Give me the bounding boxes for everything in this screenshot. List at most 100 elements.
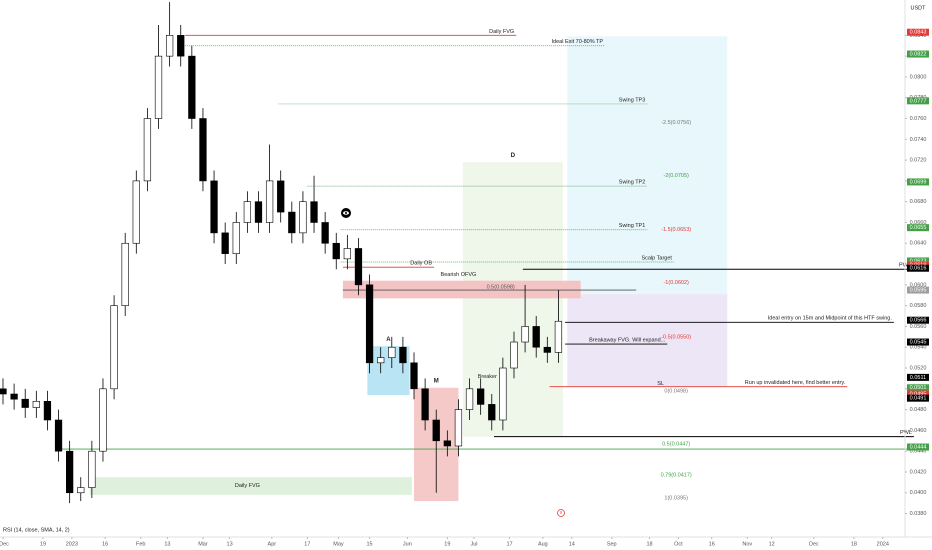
candle-body <box>465 388 474 410</box>
y-tick-label: 0.0560 <box>910 324 927 330</box>
indicator-label: RSI (14, close, SMA, 14, 2) <box>3 527 70 533</box>
x-tick-label: 2024 <box>877 541 889 547</box>
price-tag-label: 0.0843 <box>910 30 927 36</box>
y-tick-label: 0.0800 <box>910 74 927 80</box>
candle-body <box>310 201 318 223</box>
candle-body <box>43 400 52 421</box>
y-tick-label: 0.0680 <box>910 199 927 205</box>
price-tag <box>907 384 929 392</box>
x-tick-label: Apr <box>268 541 277 547</box>
x-tick-label: 19 <box>444 541 450 547</box>
price-tag-label: 0.0822 <box>910 52 927 58</box>
price-tag <box>907 390 929 398</box>
y-tick-label: 0.0400 <box>910 490 927 496</box>
price-tag-label: 0.0491 <box>910 396 927 402</box>
price-tag <box>907 50 929 58</box>
x-tick-label: Aug <box>538 541 548 547</box>
x-tick-label: 2023 <box>66 541 78 547</box>
candle-body <box>132 180 140 244</box>
candle-body <box>543 346 551 353</box>
price-tag <box>907 316 929 324</box>
fib-label: -2.5(0.0756) <box>661 120 691 126</box>
y-tick-label: 0.0540 <box>910 345 927 351</box>
price-tag <box>907 97 929 105</box>
y-tick-label: 0.0740 <box>910 137 927 143</box>
x-tick-label: 18 <box>851 541 857 547</box>
y-tick-label: 0.0440 <box>910 449 927 455</box>
candle-body <box>199 118 207 182</box>
fib-label: -1.5(0.0653) <box>661 227 691 233</box>
candle-body <box>0 388 7 395</box>
candle-body <box>388 346 396 358</box>
y-tick-label: 0.0720 <box>910 158 927 164</box>
fib-label: 0.5(0.0598) <box>487 284 515 290</box>
x-tick-label: Feb <box>136 541 145 547</box>
x-tick-label: Oct <box>674 541 683 547</box>
price-tag-label: 0.0511 <box>910 375 926 381</box>
levels <box>58 34 914 450</box>
level-label: Swing TP2 <box>619 180 646 186</box>
price-tag-label: 0.0616 <box>910 266 927 272</box>
x-tick-label: 18 <box>646 541 652 547</box>
y-tick-label: 0.0660 <box>910 220 927 226</box>
fib-label: 1(0.0395) <box>664 495 688 501</box>
candle-body <box>499 367 507 421</box>
candle-body <box>488 404 496 421</box>
level-label: Ideal Exit 70-80% TP <box>551 39 603 45</box>
candle-body <box>143 118 152 182</box>
candle-body <box>377 357 385 364</box>
candle-body <box>410 362 418 390</box>
candle-body <box>554 320 563 353</box>
candle-body <box>32 400 40 408</box>
annotation: Daily FVG <box>235 483 260 489</box>
zone-label: A <box>386 337 391 343</box>
price-tag-label: 0.0777 <box>910 98 927 104</box>
candle-body <box>265 180 274 223</box>
y-tick-label: 0.0420 <box>910 469 927 475</box>
candle-body <box>454 409 463 447</box>
candle-body <box>321 222 329 244</box>
candle-body <box>232 222 240 254</box>
alert-icon[interactable] <box>557 509 565 517</box>
candle-body <box>510 341 518 369</box>
price-tag-label: 0.0444 <box>910 444 927 450</box>
annotation: Breaker <box>478 374 497 380</box>
x-tick-label: Nov <box>742 541 752 547</box>
currency: USDT <box>911 5 927 11</box>
level-label: Swing TP3 <box>619 97 646 103</box>
fib-label: 0(0.0498) <box>664 388 688 394</box>
zone-label: M <box>434 378 439 384</box>
candle-body <box>21 398 29 408</box>
x-tick-label: Sep <box>607 541 617 547</box>
candle-body <box>277 180 285 213</box>
price-tag-label: 0.0495 <box>910 391 927 397</box>
candle-body <box>121 242 129 306</box>
price-tag-label: 0.0699 <box>910 179 927 185</box>
candle-body <box>99 388 107 452</box>
candle-body <box>365 284 374 364</box>
candle-body <box>177 35 185 57</box>
candle-body <box>221 232 229 254</box>
zone-label: D <box>511 153 516 159</box>
x-tick-label: 12 <box>769 541 775 547</box>
price-tag-label: 0.0501 <box>910 385 927 391</box>
zone <box>89 477 412 495</box>
candle-body <box>210 180 218 234</box>
price-tag <box>907 443 929 451</box>
candle-body <box>254 201 263 223</box>
price-tag <box>907 373 929 381</box>
x-tick-label: Dec <box>809 541 819 547</box>
x-tick-label: 16 <box>102 541 108 547</box>
x-tick-label: 17 <box>506 541 512 547</box>
zone <box>567 294 728 387</box>
fib-label: -0.5(0.0550) <box>661 334 691 340</box>
price-tag-label: 0.0545 <box>910 339 927 345</box>
price-tag <box>907 338 929 346</box>
x-tick-label: 13 <box>227 541 233 547</box>
x-tick-label: 19 <box>40 541 46 547</box>
zone <box>567 36 728 295</box>
labels: D M A Daily FVG Ideal Exit 70-80% TP Swing TP… <box>235 29 912 502</box>
price-tag <box>907 28 929 36</box>
candle-body <box>88 450 96 488</box>
y-tick-label: 0.0640 <box>910 241 927 247</box>
